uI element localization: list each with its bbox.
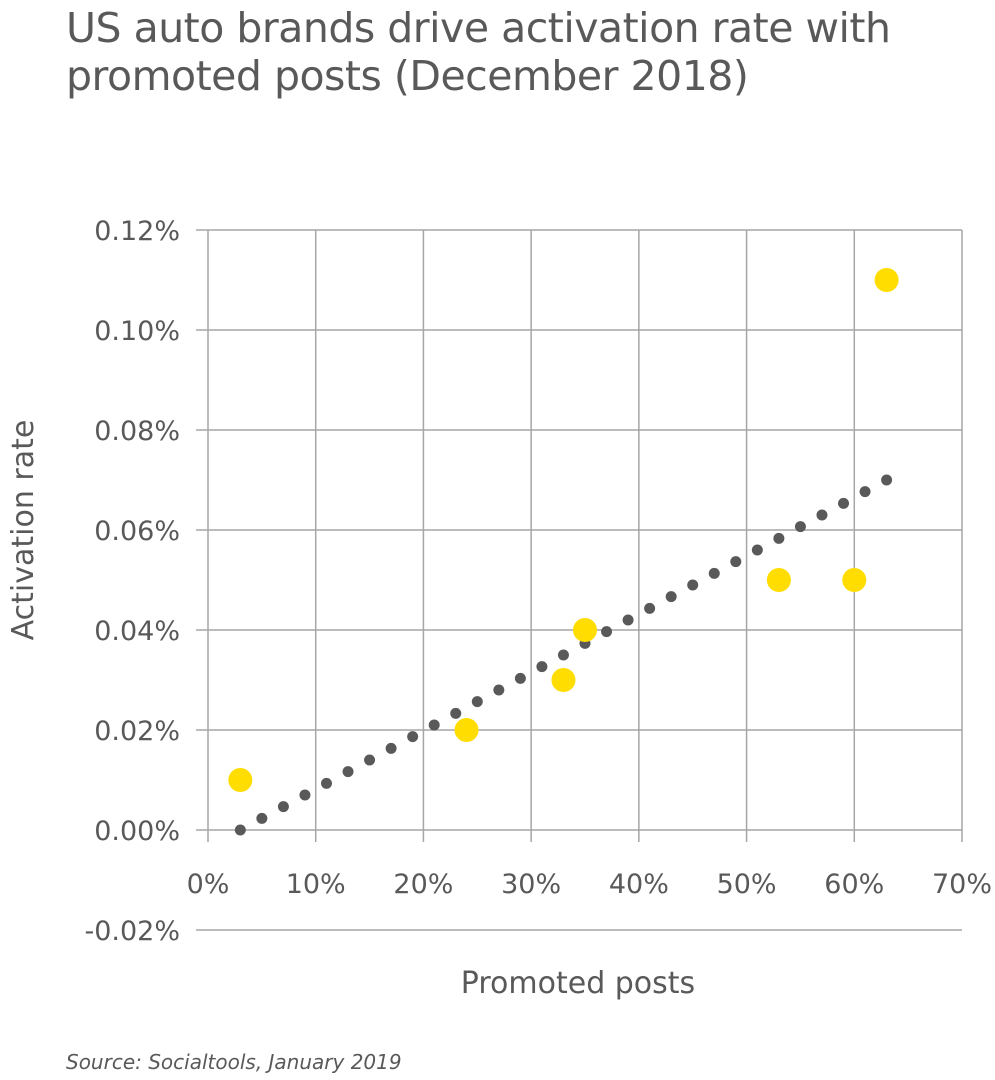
trendline-dot: [450, 707, 462, 719]
x-tick-label: 10%: [286, 869, 346, 900]
x-tick-label: 70%: [932, 869, 992, 900]
trendline-dot: [751, 544, 763, 556]
trendline-dot: [644, 602, 656, 614]
trendline-dot: [601, 626, 613, 638]
trendline-dot: [622, 614, 634, 626]
data-point: [874, 268, 899, 292]
x-tick-labels: 0% 10% 20% 30% 40% 50% 60% 70%: [187, 869, 992, 900]
trendline-dot: [838, 497, 850, 509]
trendline-dot: [816, 509, 828, 521]
trendline-dot: [256, 812, 268, 824]
data-point: [454, 718, 479, 742]
y-axis-label: Activation rate: [6, 420, 41, 641]
trendline-dot: [234, 824, 246, 836]
trendline-dot: [407, 731, 419, 743]
y-tick-labels: -0.02% 0.00% 0.02% 0.04% 0.06% 0.08% 0.10% 0.12…: [84, 216, 180, 947]
trendline: [234, 474, 893, 836]
y-tick-label: 0.08%: [94, 416, 180, 447]
trendline-dot: [277, 801, 289, 813]
x-axis-label: Promoted posts: [461, 966, 695, 1001]
trendline-dot: [708, 567, 720, 579]
x-tick-label: 50%: [717, 869, 777, 900]
trendline-dot: [773, 532, 785, 544]
x-tick-label: 60%: [824, 869, 884, 900]
data-point: [766, 568, 791, 592]
trendline-dot: [299, 789, 311, 801]
trendline-dot: [794, 521, 806, 533]
y-tick-label: 0.06%: [94, 516, 180, 547]
chart-title: US auto brands drive activation rate wit…: [66, 4, 891, 100]
y-tick-label: 0.02%: [94, 716, 180, 747]
trendline-dot: [342, 766, 354, 778]
trendline-dot: [730, 556, 742, 568]
trendline-dot: [428, 719, 440, 731]
x-tick-label: 20%: [393, 869, 453, 900]
data-point: [551, 668, 576, 692]
y-tick-label: 0.00%: [94, 816, 180, 847]
trendline-dot: [514, 672, 526, 684]
trendline-dot: [881, 474, 893, 486]
data-point: [228, 768, 253, 792]
trendline-dot: [471, 696, 483, 708]
trendline-dot: [536, 661, 548, 673]
data-point: [842, 568, 867, 592]
x-tick-label: 40%: [609, 869, 669, 900]
trendline-dot: [493, 684, 505, 696]
trendline-dot: [687, 579, 699, 591]
trendline-dot: [320, 777, 332, 789]
trendline-dot: [665, 591, 677, 603]
trendline-dot: [859, 486, 871, 498]
y-tick-label: 0.12%: [94, 216, 180, 247]
trendline-dot: [364, 754, 376, 766]
trendline-dot: [385, 742, 397, 754]
source-note: Source: Socialtools, January 2019: [66, 1050, 402, 1074]
data-point: [573, 618, 597, 642]
y-tick-label: 0.04%: [94, 616, 180, 647]
y-tick-label: 0.10%: [94, 316, 180, 347]
data-points: [228, 268, 899, 792]
grid-layer: [196, 229, 963, 931]
x-tick-label: 30%: [501, 869, 561, 900]
trendline-dot: [557, 649, 569, 661]
x-tick-label: 0%: [187, 869, 230, 900]
y-tick-label: -0.02%: [84, 916, 180, 947]
